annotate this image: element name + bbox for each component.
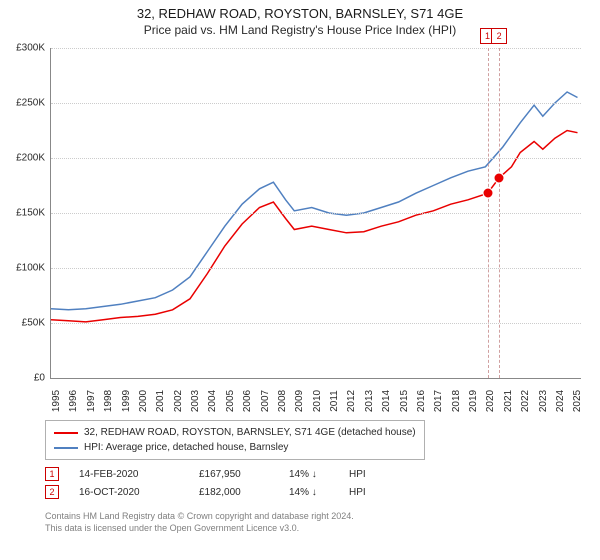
xtick-label: 2021 — [503, 390, 514, 412]
gridline-h — [51, 213, 581, 214]
legend-label: 32, REDHAW ROAD, ROYSTON, BARNSLEY, S71 … — [84, 425, 416, 440]
ytick-label: £150K — [1, 208, 45, 219]
xtick-label: 2010 — [312, 390, 323, 412]
event-pct: 14% ↓ — [289, 469, 349, 480]
xtick-label: 2001 — [155, 390, 166, 412]
gridline-h — [51, 323, 581, 324]
legend-label: HPI: Average price, detached house, Barn… — [84, 440, 288, 455]
event-price: £182,000 — [199, 487, 289, 498]
ytick-label: £300K — [1, 43, 45, 54]
event-pct: 14% ↓ — [289, 487, 349, 498]
ytick-label: £200K — [1, 153, 45, 164]
event-date: 14-FEB-2020 — [79, 469, 199, 480]
xtick-label: 2018 — [451, 390, 462, 412]
ytick-label: £0 — [1, 373, 45, 384]
xtick-label: 2006 — [242, 390, 253, 412]
footnote-line2: This data is licensed under the Open Gov… — [45, 522, 354, 534]
event-date: 16-OCT-2020 — [79, 487, 199, 498]
gridline-h — [51, 48, 581, 49]
event-badge: 1 — [45, 467, 59, 481]
xtick-label: 2008 — [277, 390, 288, 412]
xtick-label: 2004 — [207, 390, 218, 412]
legend-item: HPI: Average price, detached house, Barn… — [54, 440, 416, 455]
legend-item: 32, REDHAW ROAD, ROYSTON, BARNSLEY, S71 … — [54, 425, 416, 440]
plot-area: £0£50K£100K£150K£200K£250K£300K199519961… — [50, 48, 581, 379]
xtick-label: 1996 — [68, 390, 79, 412]
legend: 32, REDHAW ROAD, ROYSTON, BARNSLEY, S71 … — [45, 420, 425, 460]
footnote-line1: Contains HM Land Registry data © Crown c… — [45, 510, 354, 522]
gridline-h — [51, 268, 581, 269]
xtick-label: 2017 — [433, 390, 444, 412]
xtick-label: 2005 — [225, 390, 236, 412]
footnote: Contains HM Land Registry data © Crown c… — [45, 510, 354, 534]
event-hpi: HPI — [349, 487, 409, 498]
xtick-label: 2000 — [138, 390, 149, 412]
xtick-label: 2009 — [294, 390, 305, 412]
xtick-label: 2025 — [572, 390, 583, 412]
events-table: 1 14-FEB-2020£167,95014% ↓HPI 2 16-OCT-2020… — [45, 465, 409, 501]
xtick-label: 1995 — [51, 390, 62, 412]
xtick-label: 2019 — [468, 390, 479, 412]
xtick-label: 2012 — [346, 390, 357, 412]
chart-container: 32, REDHAW ROAD, ROYSTON, BARNSLEY, S71 … — [0, 0, 600, 560]
price-marker — [482, 188, 493, 199]
event-hpi: HPI — [349, 469, 409, 480]
xtick-label: 2020 — [485, 390, 496, 412]
event-badge: 2 — [45, 485, 59, 499]
xtick-label: 1998 — [103, 390, 114, 412]
xtick-label: 2016 — [416, 390, 427, 412]
event-row: 1 14-FEB-2020£167,95014% ↓HPI — [45, 465, 409, 483]
chart-title: 32, REDHAW ROAD, ROYSTON, BARNSLEY, S71 … — [0, 0, 600, 21]
xtick-label: 2015 — [399, 390, 410, 412]
xtick-label: 2011 — [329, 390, 340, 412]
event-price: £167,950 — [199, 469, 289, 480]
event-row: 2 16-OCT-2020£182,00014% ↓HPI — [45, 483, 409, 501]
xtick-label: 2014 — [381, 390, 392, 412]
xtick-label: 2002 — [173, 390, 184, 412]
xtick-label: 2023 — [538, 390, 549, 412]
gridline-h — [51, 158, 581, 159]
xtick-label: 2022 — [520, 390, 531, 412]
legend-swatch — [54, 432, 78, 434]
gridline-h — [51, 103, 581, 104]
event-vline — [499, 48, 500, 378]
ytick-label: £50K — [1, 318, 45, 329]
xtick-label: 2003 — [190, 390, 201, 412]
xtick-label: 2007 — [260, 390, 271, 412]
xtick-label: 1999 — [121, 390, 132, 412]
ytick-label: £250K — [1, 98, 45, 109]
event-vline — [488, 48, 489, 378]
ytick-label: £100K — [1, 263, 45, 274]
xtick-label: 1997 — [86, 390, 97, 412]
legend-swatch — [54, 447, 78, 449]
xtick-label: 2013 — [364, 390, 375, 412]
xtick-label: 2024 — [555, 390, 566, 412]
price-marker — [494, 172, 505, 183]
event-vline-badge: 2 — [491, 28, 507, 44]
chart-subtitle: Price paid vs. HM Land Registry's House … — [0, 23, 600, 37]
